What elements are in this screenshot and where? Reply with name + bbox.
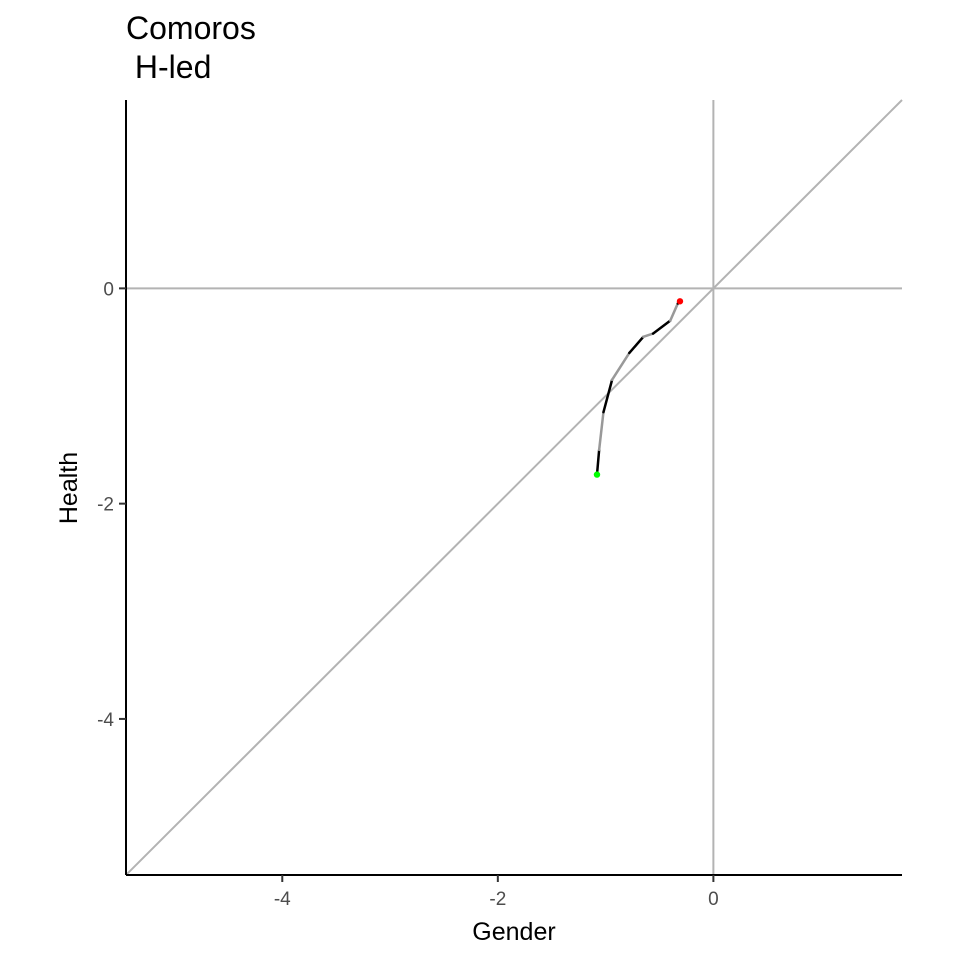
trajectory-segment (651, 319, 672, 335)
x-tick-label: -2 (489, 889, 506, 910)
trajectory-segment (595, 448, 601, 476)
x-tick-label: 0 (708, 889, 719, 910)
y-tick-label: -4 (97, 710, 114, 731)
trajectory-segment (610, 351, 631, 382)
trajectory-segment (602, 378, 614, 414)
chart-title: Comoros (126, 10, 256, 46)
trajectory-start-point (593, 471, 601, 478)
diagonal-reference-line (125, 99, 903, 876)
trajectory-end-point (676, 298, 684, 305)
trajectory-segment (669, 302, 680, 322)
y-tick-label: -2 (97, 495, 114, 516)
y-axis-title: Health (55, 452, 83, 524)
trajectory-segment (642, 332, 655, 339)
trajectory-segment (628, 335, 645, 355)
x-axis-title: Gender (472, 918, 555, 946)
axis-ticks: -4 -2 0 -4 -2 0 (97, 279, 719, 910)
x-tick-label: -4 (274, 889, 291, 910)
chart-subtitle: H-led (126, 49, 211, 85)
y-tick-label: 0 (103, 279, 114, 300)
plot-area (125, 99, 903, 876)
trajectory-segment (597, 410, 605, 452)
